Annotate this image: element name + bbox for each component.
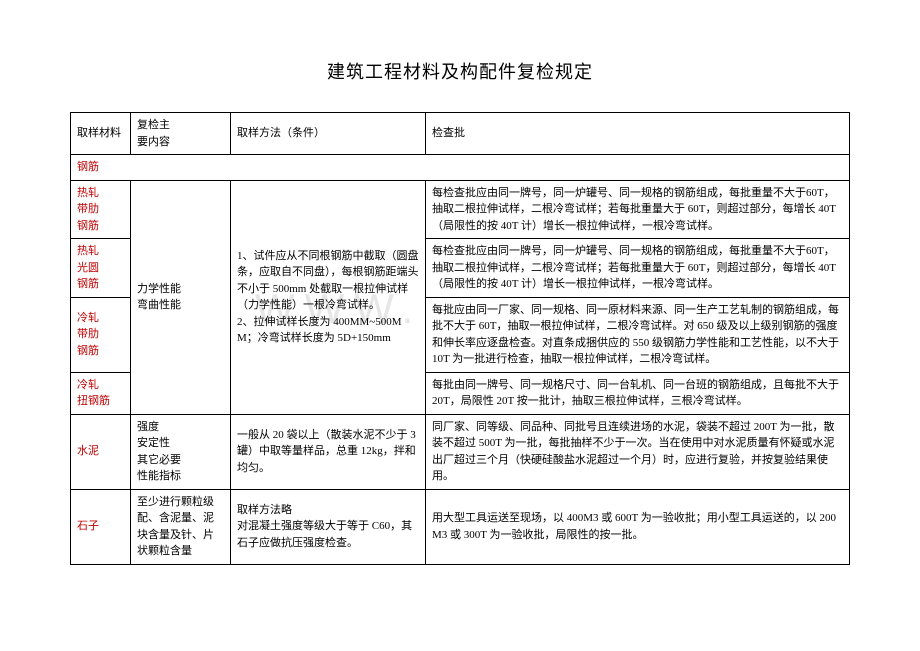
material-cell: 冷轧带肋钢筋 [71,297,131,372]
table-section-row: 钢筋 [71,155,850,181]
method-cell: 一般从 20 袋以上（散装水泥不少于 3 罐）中取等量样品，总重 12kg，拌和… [231,414,426,489]
method-cell: 1、试件应从不同根钢筋中截取（圆盘条，应取自不同盘），每根钢筋距端头不小于 50… [231,180,426,414]
content-cell: 强度安定性其它必要性能指标 [131,414,231,489]
batch-cell: 同厂家、同等级、同品种、同批号且连续进场的水泥，袋装不超过 200T 为一批，散… [426,414,850,489]
material-cell: 石子 [71,489,131,564]
table-row: 石子 至少进行颗粒级配、含泥量、泥块含量及针、片状颗粒含量 取样方法略对混凝土强… [71,489,850,564]
material-cell: 水泥 [71,414,131,489]
header-batch: 检查批 [426,113,850,155]
batch-cell: 每检查批应由同一牌号，同一炉罐号、同一规格的钢筋组成，每批重量不大于60T，抽取… [426,239,850,298]
header-material: 取样材料 [71,113,131,155]
table-row: 热轧带肋钢筋 力学性能弯曲性能 1、试件应从不同根钢筋中截取（圆盘条，应取自不同… [71,180,850,239]
method-cell: 取样方法略对混凝土强度等级大于等于 C60，其石子应做抗压强度检查。 [231,489,426,564]
batch-cell: 用大型工具运送至现场，以 400M3 或 600T 为一验收批；用小型工具运送的… [426,489,850,564]
rebar-section-heading: 钢筋 [71,155,850,181]
batch-cell: 每批应由同一厂家、同一规格、同一原材料来源、同一生产工艺轧制的钢筋组成，每批不大… [426,297,850,372]
material-cell: 热轧光圆钢筋 [71,239,131,298]
batch-cell: 每检查批应由同一牌号，同一炉罐号、同一规格的钢筋组成，每批重量不大于60T，抽取… [426,180,850,239]
spec-table: 取样材料 复检主要内容 取样方法（条件） 检查批 钢筋 热轧带肋钢筋 力学性能弯… [70,112,850,565]
material-cell: 冷轧扭钢筋 [71,372,131,414]
table-row: 水泥 强度安定性其它必要性能指标 一般从 20 袋以上（散装水泥不少于 3 罐）… [71,414,850,489]
content-cell: 力学性能弯曲性能 [131,180,231,414]
table-header-row: 取样材料 复检主要内容 取样方法（条件） 检查批 [71,113,850,155]
material-cell: 热轧带肋钢筋 [71,180,131,239]
content-cell: 至少进行颗粒级配、含泥量、泥块含量及针、片状颗粒含量 [131,489,231,564]
page-title: 建筑工程材料及构配件复检规定 [70,58,850,84]
header-method: 取样方法（条件） [231,113,426,155]
header-content: 复检主要内容 [131,113,231,155]
document-page: 建筑工程材料及构配件复检规定 取样材料 复检主要内容 取样方法（条件） 检查批 … [0,0,920,585]
batch-cell: 每批由同一牌号、同一规格尺寸、同一台轧机、同一台班的钢筋组成，且每批不大于 20… [426,372,850,414]
